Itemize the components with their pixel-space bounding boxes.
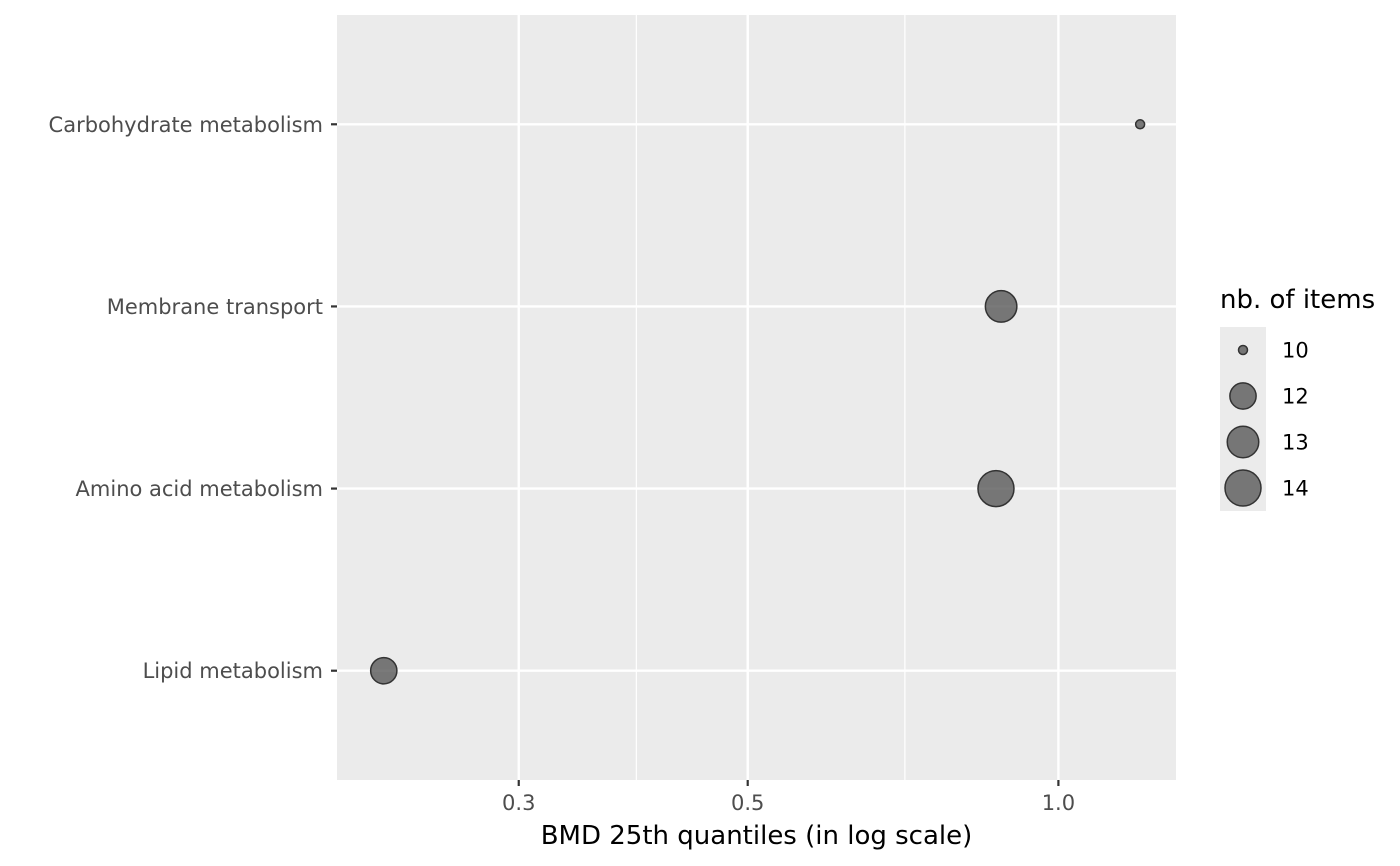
x-axis-title: BMD 25th quantiles (in log scale) (541, 821, 973, 851)
legend-key-symbol (1226, 425, 1260, 459)
legend: nb. of items 10 12 13 14 (1220, 285, 1375, 511)
data-point (984, 289, 1018, 323)
y-tick-label: Carbohydrate metabolism (49, 113, 323, 137)
data-point (369, 656, 398, 685)
legend-key-symbol (1229, 382, 1257, 410)
y-axis: Carbohydrate metabolism Membrane transpor… (49, 113, 337, 683)
y-tick-label: Membrane transport (107, 295, 323, 319)
y-tick-label: Amino acid metabolism (76, 477, 323, 501)
legend-label: 14 (1282, 477, 1309, 501)
legend-key-symbol (1237, 344, 1249, 356)
x-tick-label: 0.3 (502, 791, 535, 815)
legend-label: 10 (1282, 339, 1309, 363)
data-point (1134, 119, 1146, 130)
data-points (369, 119, 1146, 685)
legend-title: nb. of items (1220, 285, 1375, 315)
x-tick-label: 1.0 (1042, 791, 1075, 815)
data-point (977, 469, 1015, 508)
x-tick-label: 0.5 (731, 791, 764, 815)
legend-label: 13 (1282, 431, 1309, 455)
grid-lines (337, 15, 1176, 780)
x-axis: 0.3 0.5 1.0 (502, 780, 1075, 815)
y-tick-label: Lipid metabolism (143, 659, 323, 683)
legend-key-symbol (1224, 469, 1262, 507)
plot-panel (337, 15, 1176, 780)
legend-label: 12 (1282, 385, 1309, 409)
